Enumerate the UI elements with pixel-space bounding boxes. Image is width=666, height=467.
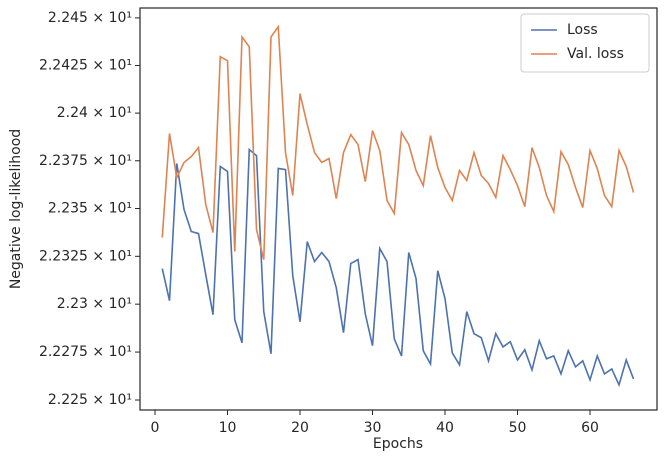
y-tick-label: 2.2275 × 10¹ [39,344,132,360]
legend-box [520,13,650,73]
x-tick-label: 20 [291,420,309,436]
x-tick-label: 50 [509,420,527,436]
y-tick-label: 2.245 × 10¹ [48,10,132,26]
y-tick-label: 2.24 × 10¹ [57,105,132,121]
line [161,147,635,388]
x-tick-label: 60 [581,420,599,436]
y-tick-label: 2.225 × 10¹ [48,392,132,408]
plot-frame [139,7,658,411]
y-tick-label: 2.2325 × 10¹ [39,248,132,264]
y-tick-label: 2.23 × 10¹ [57,296,132,312]
x-tick-label: 30 [364,420,382,436]
x-tick-label: 0 [151,420,160,436]
x-tick-label: 40 [436,420,454,436]
y-tick-label: 2.2425 × 10¹ [39,57,132,73]
y-axis-label: Negative log-likelihood [8,129,24,289]
y-tick-label: 2.235 × 10¹ [48,201,132,217]
x-axis-label: Epochs [373,436,423,452]
legend-label: Loss [567,22,598,38]
x-tick-label: 10 [219,420,237,436]
line [161,24,635,260]
y-tick-label: 2.2375 × 10¹ [39,153,132,169]
legend-label: Val. loss [567,46,624,62]
